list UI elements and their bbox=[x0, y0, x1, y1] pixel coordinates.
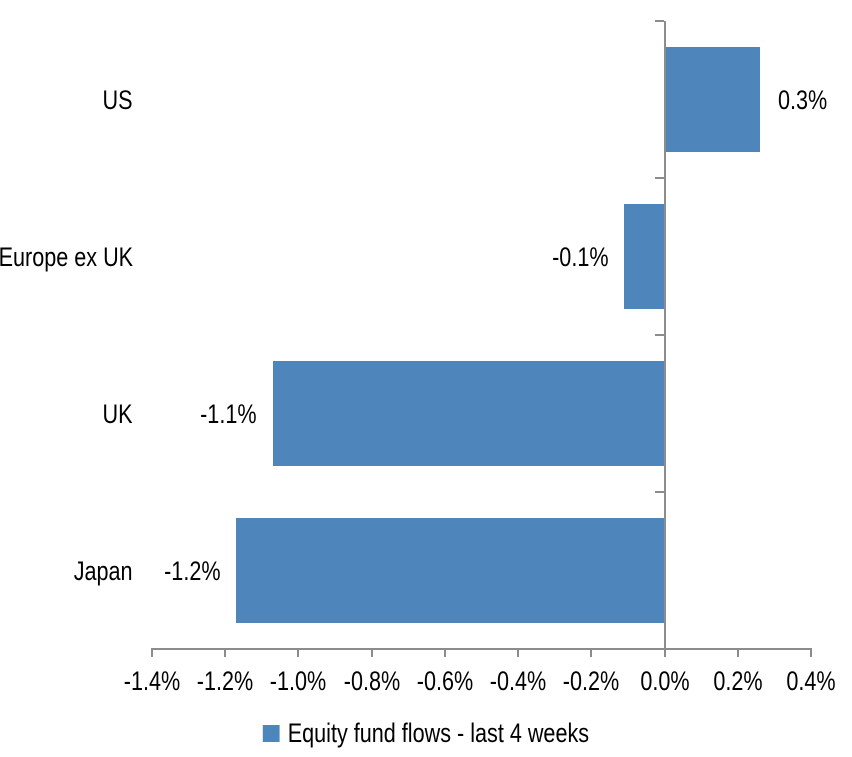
y-axis-line bbox=[663, 21, 666, 650]
x-axis-tick bbox=[590, 648, 593, 657]
x-axis-tick bbox=[810, 648, 812, 657]
x-axis-tick bbox=[663, 648, 666, 657]
legend: Equity fund flows - last 4 weeks bbox=[85, 716, 767, 750]
x-axis-tick bbox=[736, 648, 739, 657]
x-tick-label: 0.4% bbox=[786, 666, 836, 696]
x-axis-tick bbox=[151, 648, 153, 657]
data-label: -1.2% bbox=[163, 555, 221, 586]
x-tick-label: -1.0% bbox=[270, 666, 327, 696]
bar-us bbox=[664, 47, 760, 152]
legend-swatch bbox=[262, 724, 280, 742]
x-axis-tick bbox=[517, 648, 520, 657]
y-axis-tick bbox=[654, 334, 664, 336]
category-label: UK bbox=[102, 398, 133, 429]
x-axis-line bbox=[151, 648, 812, 650]
x-tick-label: -0.2% bbox=[563, 666, 620, 696]
y-axis-tick bbox=[654, 177, 664, 179]
x-axis-tick bbox=[297, 648, 300, 657]
bar-uk bbox=[272, 361, 665, 466]
data-label: -0.1% bbox=[551, 241, 609, 272]
category-label: Europe ex UK bbox=[0, 241, 133, 272]
x-axis-tick bbox=[224, 648, 227, 657]
x-tick-label: -1.2% bbox=[196, 666, 254, 696]
bar-japan bbox=[236, 518, 665, 623]
y-axis-tick bbox=[654, 491, 664, 493]
category-label: Japan bbox=[74, 555, 133, 586]
x-tick-label: 0.0% bbox=[639, 666, 690, 696]
x-tick-label: -0.4% bbox=[489, 666, 547, 696]
y-axis-tick bbox=[654, 20, 664, 22]
category-label: US bbox=[102, 84, 133, 115]
x-tick-label: 0.2% bbox=[713, 666, 763, 696]
bar-europe-ex-uk bbox=[624, 204, 665, 309]
x-axis-tick bbox=[370, 648, 373, 657]
x-axis-tick bbox=[443, 648, 446, 657]
data-label: -1.1% bbox=[200, 398, 257, 429]
x-tick-label: -0.8% bbox=[343, 666, 400, 696]
legend-label: Equity fund flows - last 4 weeks bbox=[287, 718, 590, 748]
x-tick-label: -0.6% bbox=[416, 666, 474, 696]
x-tick-label: -1.4% bbox=[123, 666, 181, 696]
data-label: 0.3% bbox=[777, 84, 827, 115]
